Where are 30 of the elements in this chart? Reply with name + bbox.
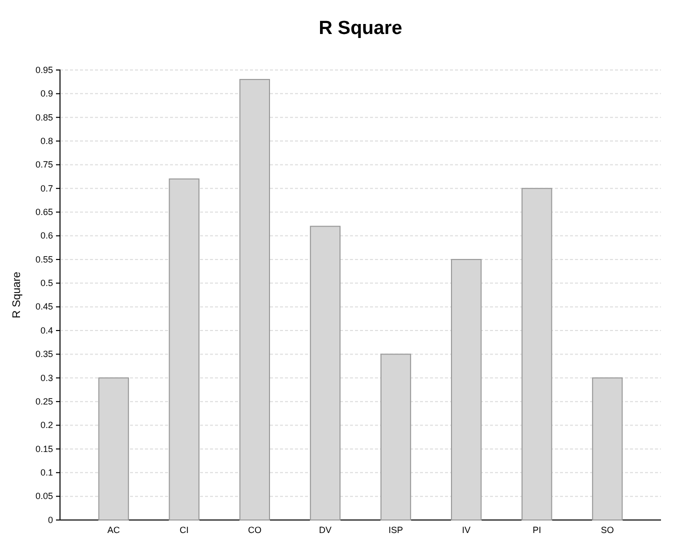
y-tick-label: 0.8 (40, 136, 53, 146)
y-tick-label: 0.65 (35, 206, 53, 217)
y-axis-title: R Square (11, 272, 23, 318)
y-tick-label: 0.6 (40, 230, 53, 241)
y-tick-label: 0.85 (35, 112, 53, 122)
y-tick-label: 0.25 (35, 396, 53, 406)
y-tick-label: 0.4 (40, 325, 53, 336)
y-tick-label: 0.75 (35, 160, 53, 170)
y-tick-label: 0.3 (40, 372, 53, 383)
x-tick-label: DV (318, 524, 332, 535)
chart-title: R Square (318, 18, 402, 39)
x-tick-label: IV (462, 524, 471, 535)
x-tick-label: SO (600, 524, 614, 535)
x-tick-label: CI (180, 524, 189, 535)
y-tick-label: 0.1 (40, 468, 53, 478)
x-tick-label: AC (107, 524, 120, 535)
y-tick-label: 0.05 (35, 491, 53, 502)
y-tick-label: 0.9 (40, 88, 53, 99)
y-tick-label: 0.2 (40, 420, 53, 430)
x-tick-label: PI (532, 524, 542, 535)
y-tick-label: 0.7 (40, 183, 53, 194)
y-tick-label: 0.35 (35, 349, 53, 360)
y-tick-label: 0.45 (35, 302, 53, 312)
y-tick-label: 0.95 (35, 64, 53, 75)
x-tick-label: CO (248, 524, 262, 535)
y-tick-label: 0 (48, 514, 53, 525)
x-tick-label: ISP (388, 524, 404, 535)
y-tick-label: 0.5 (40, 278, 53, 288)
y-tick-label: 0.55 (35, 254, 53, 264)
y-tick-label: 0.15 (35, 444, 53, 454)
